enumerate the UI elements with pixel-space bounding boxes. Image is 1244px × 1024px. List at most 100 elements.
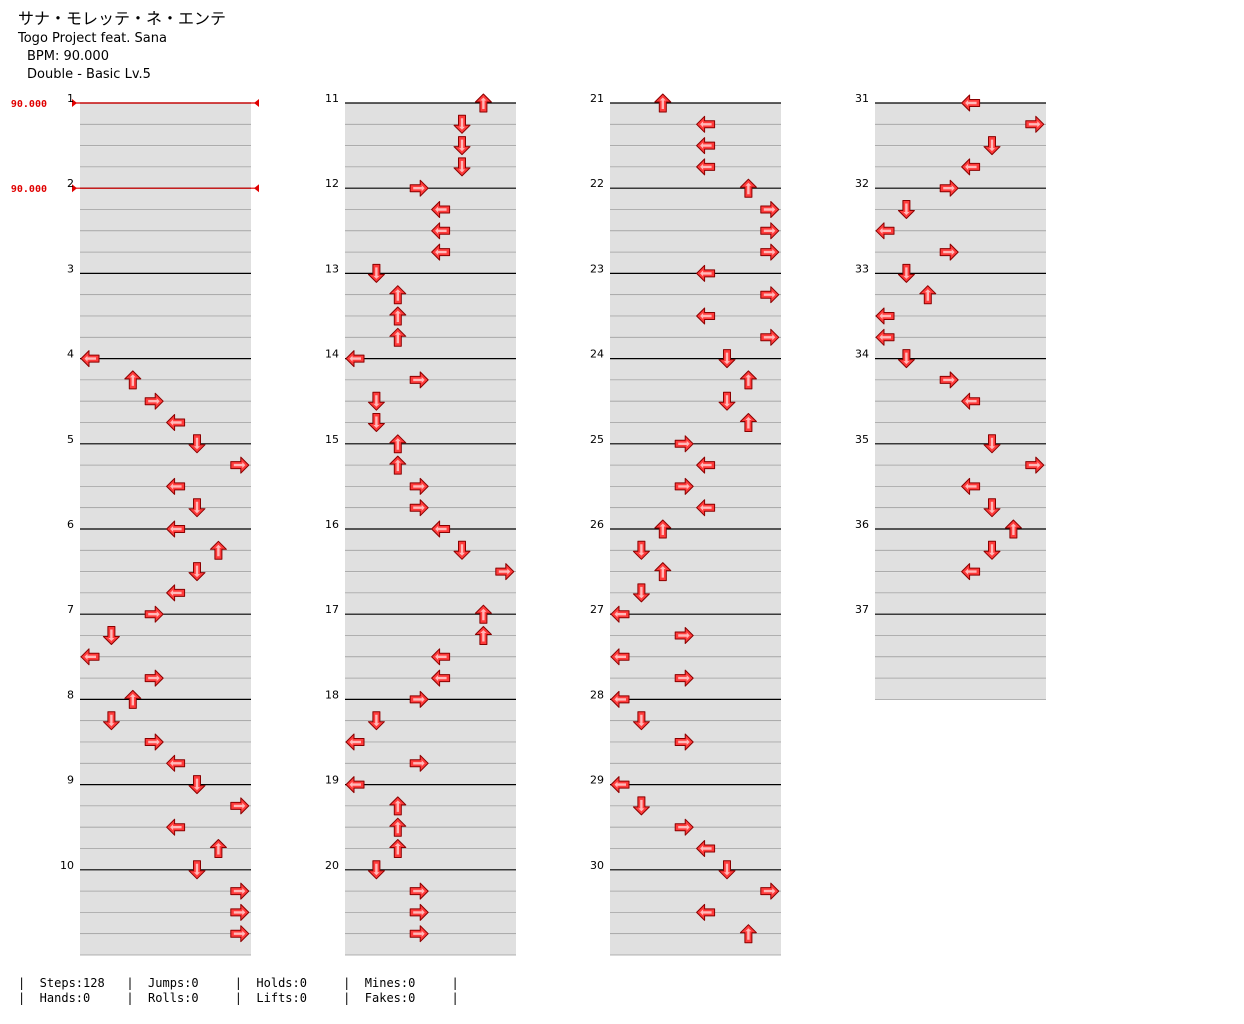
measure-number: 9 [67,774,74,787]
arrow-right-icon [230,882,250,900]
row-band [80,486,251,508]
row-band [80,785,251,806]
row-band [875,295,1046,316]
arrow-left-icon [961,94,981,112]
arrow-right-icon [760,286,780,304]
row-band [875,273,1046,295]
row-band [345,295,516,316]
measure-number: 13 [325,262,339,275]
row-band [875,337,1046,359]
row-band [345,934,516,955]
arrow-down-icon [453,540,471,560]
row-band [345,465,516,487]
row-band [80,721,251,742]
row-band [80,912,251,934]
row-band [345,210,516,231]
arrow-left-icon [431,201,451,218]
row-band [610,849,781,870]
arrow-up-icon [474,93,492,113]
row-band [610,124,781,146]
arrow-right-icon [760,222,780,240]
arrow-right-icon [144,605,164,623]
row-band [610,146,781,167]
arrow-right-icon [409,690,429,708]
row-band [345,444,516,466]
arrow-left-icon [961,158,981,176]
row-band [345,316,516,338]
bpm-marker-right [254,184,259,193]
arrow-down-icon [102,711,120,731]
arrow-left-icon [610,690,630,708]
arrow-left-icon [80,350,100,368]
arrow-left-icon [166,414,186,431]
arrow-down-icon [632,540,650,560]
row-band [610,870,781,892]
row-band [610,593,781,615]
arrow-up-icon [209,540,227,560]
row-band [345,699,516,721]
measure-number: 19 [325,774,339,787]
row-band [345,636,516,657]
row-band [345,423,516,444]
arrow-right-icon [409,882,429,900]
row-band [875,444,1046,466]
measure-number: 22 [590,177,604,190]
row-band [345,870,516,892]
arrow-right-icon [939,371,959,389]
arrow-up-icon [739,924,757,944]
arrow-up-icon [739,370,757,390]
arrow-right-icon [409,179,429,197]
arrow-down-icon [983,434,1001,454]
stats-panel: | Steps:128 | Jumps:0 | Holds:0 | Mines:… [0,976,459,1021]
row-band [80,444,251,466]
row-band [610,188,781,210]
row-band [610,699,781,721]
row-band [345,550,516,572]
arrow-down-icon [897,263,915,283]
row-band [80,763,251,785]
measure-number: 11 [325,92,339,105]
row-band [610,721,781,742]
arrow-right-icon [409,499,429,517]
arrow-left-icon [431,669,451,687]
row-band [875,188,1046,210]
arrow-left-icon [961,563,981,581]
arrow-up-icon [389,434,407,454]
row-band [80,252,251,274]
arrow-left-icon [345,776,365,794]
bpm-text: BPM: 90.000 [27,49,109,64]
row-band [875,657,1046,679]
row-band [345,785,516,806]
arrow-down-icon [718,391,736,411]
row-band [345,167,516,189]
arrow-right-icon [674,477,694,495]
measure-number: 16 [325,518,339,531]
arrow-down-icon [632,583,650,603]
bpm-value: 90.000 [11,184,47,195]
arrow-left-icon [345,733,365,751]
arrow-left-icon [431,648,451,666]
measure-number: 33 [855,262,869,275]
row-band [80,934,251,955]
row-band [875,508,1046,529]
bpm-marker-right [254,99,259,107]
row-band [610,252,781,274]
arrow-left-icon [431,222,451,240]
bpm-marker-left [72,99,77,107]
arrow-left-icon [431,243,451,261]
arrow-left-icon [610,648,630,666]
row-band [80,870,251,892]
measure-number: 24 [590,348,604,361]
row-band [610,380,781,402]
arrow-up-icon [124,370,142,390]
row-band [80,508,251,529]
row-band [345,912,516,934]
arrow-left-icon [875,328,895,346]
measure-number: 14 [325,348,339,361]
row-band [610,763,781,785]
row-band [345,401,516,423]
arrow-down-icon [367,263,385,283]
row-band [610,657,781,679]
row-band [345,891,516,913]
